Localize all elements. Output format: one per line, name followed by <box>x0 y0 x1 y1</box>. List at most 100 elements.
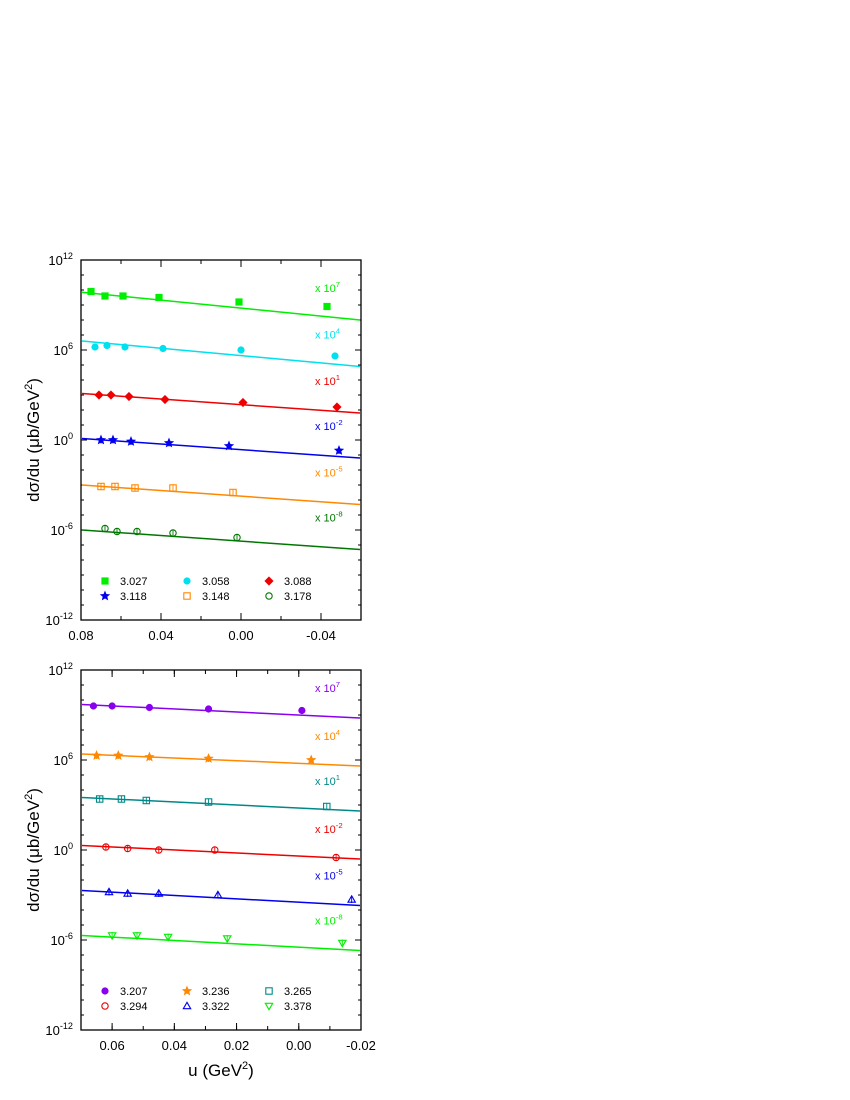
y-tick-label: 1012 <box>48 251 73 268</box>
legend-label: 3.207 <box>120 986 148 998</box>
legend-marker <box>183 577 191 585</box>
data-point <box>332 853 340 862</box>
data-point <box>131 484 139 492</box>
data-point <box>211 846 219 854</box>
x-axis-label: u (GeV2) <box>188 1060 254 1080</box>
data-point <box>204 705 213 713</box>
y-tick-label: 100 <box>53 431 73 448</box>
scale-factor-label: x 104 <box>315 327 341 342</box>
data-point <box>332 402 342 412</box>
legend-marker <box>264 576 274 586</box>
legend-marker <box>182 1001 192 1010</box>
data-point <box>87 287 95 296</box>
data-point <box>235 298 243 306</box>
data-point <box>347 894 357 903</box>
scale-factor-label: x 10-5 <box>315 868 343 883</box>
fit-line <box>81 291 361 321</box>
data-point <box>95 434 107 445</box>
data-point <box>91 343 99 351</box>
data-point <box>331 352 339 360</box>
fit-line <box>81 934 361 952</box>
scale-factor-label: x 101 <box>315 773 340 788</box>
top-panel: 10-12 10-6 100 106 1012 0.08 0.04 0.00 -0.04 dσ/d… <box>23 251 362 643</box>
data-point <box>144 751 155 762</box>
x-tick-label: 0.06 <box>99 1038 124 1053</box>
fit-line <box>81 529 361 551</box>
legend-label: 3.178 <box>284 591 312 603</box>
legend: 3.207 3.236 3.265 3.294 3.322 3.378 <box>101 985 312 1013</box>
scale-factor-label: x 107 <box>315 680 340 695</box>
scale-factor-label: x 107 <box>315 280 340 295</box>
data-point <box>107 434 119 445</box>
data-point <box>103 341 111 350</box>
x-tick-label: 0.00 <box>228 628 253 643</box>
data-point <box>107 932 117 941</box>
data-point <box>123 888 133 897</box>
legend-label: 3.088 <box>284 576 312 588</box>
legend-label: 3.265 <box>284 986 312 998</box>
data-point <box>97 482 105 491</box>
fit-line <box>81 484 361 506</box>
fit-line <box>81 753 361 767</box>
data-point <box>204 798 213 806</box>
y-tick-label: 100 <box>53 841 73 858</box>
data-point <box>142 796 151 805</box>
x-tick-label: 0.00 <box>286 1038 311 1053</box>
y-axis-label: dσ/du (μb/GeV2) <box>23 788 43 912</box>
data-point <box>323 302 331 311</box>
data-point <box>94 390 104 400</box>
legend-marker <box>101 987 109 995</box>
legend-marker <box>265 987 273 995</box>
data-point <box>104 887 114 896</box>
series-3.378: x 10-8 <box>81 913 361 952</box>
data-point <box>121 343 129 351</box>
scale-factor-label: x 10-5 <box>315 465 343 480</box>
legend-marker <box>181 985 193 996</box>
data-point <box>154 888 164 897</box>
data-point <box>101 524 109 533</box>
y-tick-label: 106 <box>53 751 73 768</box>
data-point <box>159 344 167 353</box>
legend-label: 3.027 <box>120 576 148 588</box>
plot-frame <box>80 669 362 1031</box>
legend-marker <box>101 577 109 585</box>
legend-label: 3.378 <box>284 1001 312 1013</box>
scale-factor-label: x 10-2 <box>315 418 343 433</box>
y-axis-label: dσ/du (μb/GeV2) <box>23 378 43 502</box>
data-point <box>95 795 104 803</box>
y-tick-label: 106 <box>53 341 73 358</box>
data-point <box>113 750 124 760</box>
legend-label: 3.148 <box>202 591 230 603</box>
data-point <box>160 394 170 405</box>
x-tick-label: 0.04 <box>148 628 173 643</box>
series-3.294: x 10-2 <box>81 821 361 862</box>
scale-factor-label: x 10-8 <box>315 510 343 525</box>
legend-label: 3.118 <box>120 591 147 603</box>
data-point <box>117 795 126 803</box>
data-point <box>106 390 116 400</box>
y-tick-label: 10-12 <box>45 611 73 628</box>
scale-factor-label: x 10-8 <box>315 913 343 928</box>
y-tick-label: 10-12 <box>45 1021 73 1038</box>
legend-marker <box>99 590 111 601</box>
data-point <box>119 292 127 300</box>
data-point <box>125 436 137 446</box>
fit-line <box>81 703 361 719</box>
data-point <box>233 533 241 542</box>
data-point <box>337 939 347 948</box>
data-point <box>124 391 134 402</box>
scale-factor-label: x 104 <box>315 728 341 743</box>
legend-label: 3.058 <box>202 576 230 588</box>
data-point <box>222 935 232 944</box>
x-tick-label: 0.08 <box>68 628 93 643</box>
series-3.207: x 107 <box>81 680 361 719</box>
data-point <box>132 932 142 941</box>
scale-factor-label: x 101 <box>315 373 340 388</box>
y-tick-label: 10-6 <box>50 931 73 948</box>
data-point <box>169 484 177 492</box>
data-point <box>298 706 306 715</box>
data-point <box>213 890 223 899</box>
series-3.148: x 10-5 <box>81 465 361 506</box>
legend-marker <box>101 1002 109 1010</box>
data-point <box>145 703 154 712</box>
